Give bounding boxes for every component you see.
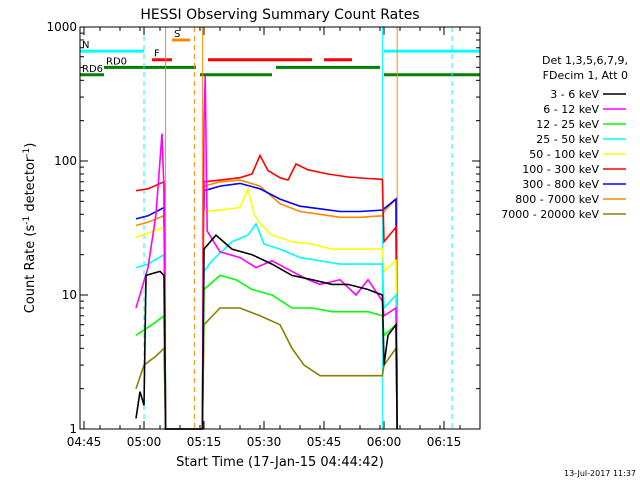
legend-label-12-25-kev: 12 - 25 keV: [536, 118, 599, 131]
series-25-50-kev: [135, 222, 398, 430]
flag-s-label: S: [174, 29, 180, 40]
y-tick-label: 1: [69, 422, 77, 436]
y-axis-label-sup1: -1: [22, 216, 32, 225]
legend-header-line: FDecim 1, Att 0: [543, 69, 628, 82]
x-axis-label: Start Time (17-Jan-15 04:44:42): [176, 455, 384, 470]
y-tick-label: 1000: [46, 20, 77, 34]
x-tick-label: 05:15: [187, 435, 222, 449]
series-7000-20000-kev: [135, 307, 398, 430]
y-axis-label-main: Count Rate (s: [23, 225, 38, 314]
plot-frame: [79, 26, 481, 430]
y-axis-label-sup2: -1: [22, 148, 32, 157]
legend-label-3-6-kev: 3 - 6 keV: [550, 88, 599, 101]
legend-label-800-7000-kev: 800 - 7000 keV: [515, 193, 599, 206]
series-12-25-kev: [135, 274, 398, 430]
series-3-6-kev: [135, 233, 398, 430]
legend-label-7000-20000-kev: 7000 - 20000 keV: [501, 208, 599, 221]
flag-f-label: F: [154, 49, 160, 60]
y-axis-label-mid: detector: [23, 156, 38, 216]
y-axis-label: Count Rate (s-1 detector-1): [22, 143, 38, 314]
flag-rd6-label: RD6: [82, 64, 103, 75]
series-lines: [135, 76, 399, 430]
y-axis-ticks: 1 10 100 1000: [46, 20, 480, 436]
legend-label-50-100-kev: 50 - 100 keV: [529, 148, 599, 161]
flag-n-label: N: [82, 40, 89, 51]
series-800-7000-kev: [135, 179, 399, 430]
x-tick-label: 04:45: [67, 435, 102, 449]
legend-label-6-12-kev: 6 - 12 keV: [543, 103, 599, 116]
x-tick-label: 06:15: [427, 435, 462, 449]
legend-label-25-50-kev: 25 - 50 keV: [536, 133, 599, 146]
series-50-100-kev: [135, 186, 398, 430]
series-300-800-kev: [135, 182, 399, 430]
y-axis-label-end: ): [23, 143, 38, 148]
y-tick-label: 100: [54, 154, 77, 168]
x-tick-label: 06:00: [367, 435, 402, 449]
timestamp: 13-Jul-2017 11:37: [564, 469, 636, 478]
legend-label-100-300-kev: 100 - 300 keV: [522, 163, 599, 176]
x-tick-label: 05:45: [307, 435, 342, 449]
series-6-12-kev: [135, 76, 398, 430]
x-tick-label: 05:00: [127, 435, 162, 449]
legend-label-300-800-kev: 300 - 800 keV: [522, 178, 599, 191]
x-axis-ticks: 04:45 05:00 05:15 05:30 05:45 06:00 06:15: [67, 27, 481, 449]
y-tick-label: 10: [62, 288, 77, 302]
x-tick-label: 05:30: [247, 435, 282, 449]
legend-header-line: Det 1,3,5,6,7,9,: [542, 54, 628, 67]
legend: Det 1,3,5,6,7,9, FDecim 1, Att 0 3 - 6 keV…: [501, 54, 628, 221]
flag-rd0-label: RD0: [106, 56, 127, 67]
chart-title: HESSI Observing Summary Count Rates: [140, 7, 419, 23]
